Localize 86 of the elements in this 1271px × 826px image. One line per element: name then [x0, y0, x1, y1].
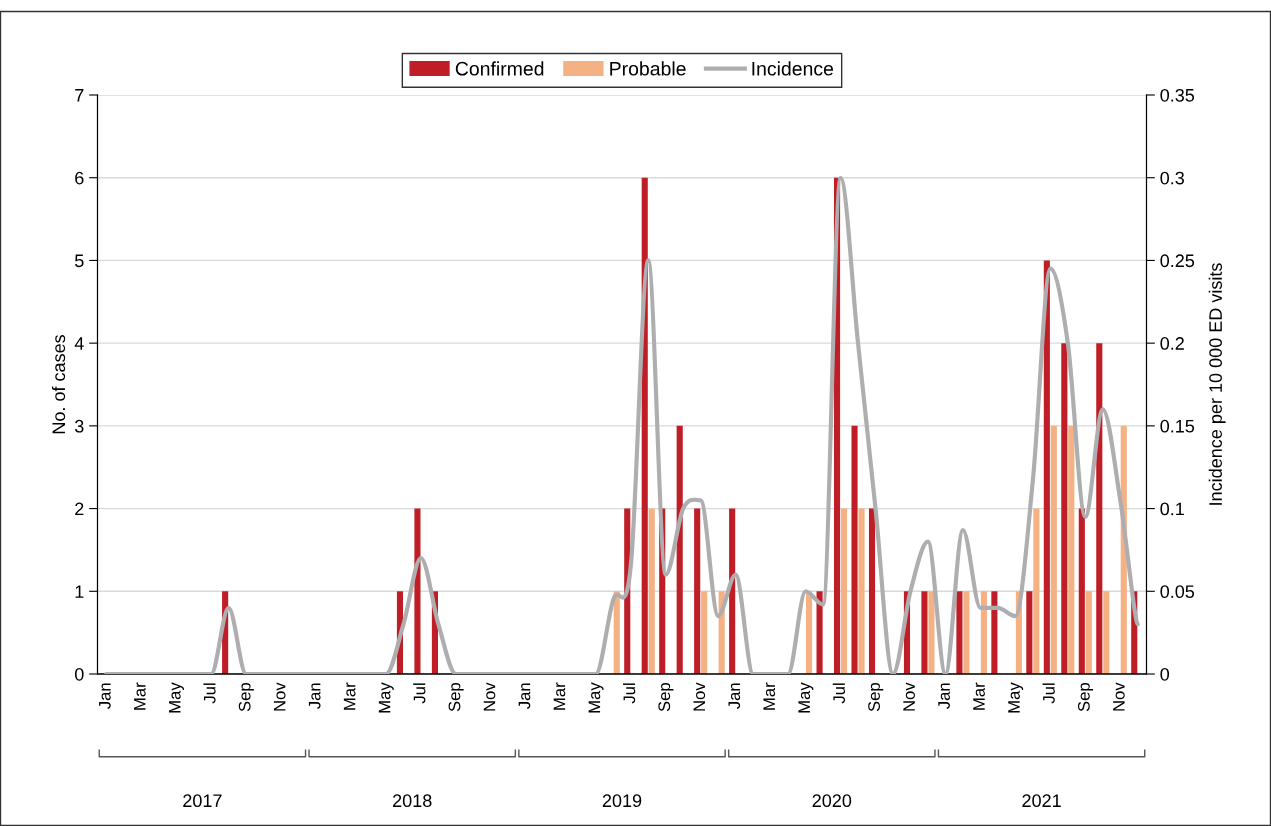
y-tick-label: 3 [74, 419, 84, 433]
x-tick-label: Jul [413, 683, 426, 704]
y-tick-label: 5 [74, 254, 84, 268]
bar [921, 591, 928, 674]
x-tick-label: Nov [903, 682, 915, 711]
y2-axis-title: Incidence per 10 000 ED visits [1208, 263, 1226, 505]
bar [1085, 591, 1092, 674]
text: 2019 [602, 794, 642, 808]
y2-tick-label: 0.15 [1160, 419, 1195, 433]
x-tick-label: Jan [308, 683, 321, 709]
bar [648, 508, 655, 674]
y-tick-label: 0 [74, 667, 84, 681]
x-tick-label: Sep [238, 683, 254, 712]
bar [816, 591, 823, 674]
bar [729, 508, 736, 674]
x-tick-label: Sep [868, 683, 884, 712]
x-tick-label: May [1008, 682, 1024, 713]
bar [806, 591, 813, 674]
bar [991, 591, 998, 674]
legend-label: Incidence [752, 61, 834, 76]
x-tick-label: Mar [343, 682, 356, 710]
bar [1050, 425, 1057, 674]
x-tick-label: Mar [763, 682, 776, 710]
y-tick-label: 1 [75, 585, 84, 598]
x-tick-label: Jul [1042, 683, 1055, 704]
bar [1078, 508, 1085, 674]
y-axis-title: No. of cases [51, 334, 66, 434]
x-tick-label: Mar [973, 682, 985, 710]
y-tick-label: 6 [75, 171, 84, 185]
y-tick-label: 4 [74, 337, 84, 350]
bar [956, 591, 963, 674]
y2-tick-label: 0.1 [1160, 502, 1184, 516]
x-tick-label: Jul [832, 683, 846, 704]
bar [613, 591, 620, 674]
text: 2017 [183, 794, 222, 808]
bar [858, 508, 865, 674]
y2-tick-label: 0.05 [1160, 585, 1195, 599]
bar [676, 425, 683, 674]
bar [414, 508, 421, 674]
bar [868, 508, 876, 674]
x-tick-label: Nov [483, 682, 496, 711]
y-tick-label: 2 [75, 502, 84, 516]
bar [1026, 591, 1033, 674]
x-tick-label: Sep [1077, 683, 1094, 712]
y2-tick-label: 0.3 [1160, 171, 1184, 185]
x-tick-label: Jan [99, 683, 111, 709]
text: 2020 [812, 794, 852, 808]
bar [1043, 260, 1050, 674]
x-tick-label: May [169, 682, 184, 713]
x-tick-label: Sep [448, 683, 464, 712]
bar [701, 591, 708, 674]
x-tick-label: May [798, 682, 814, 713]
bar [840, 508, 848, 674]
bar [1096, 343, 1103, 674]
x-tick-label: May [378, 682, 394, 713]
x-tick-label: Sep [658, 683, 674, 712]
y-tick-label: 7 [75, 89, 84, 102]
x-tick-label: Nov [273, 682, 286, 711]
x-tick-label: Mar [553, 682, 566, 710]
x-tick-label: Jul [622, 683, 636, 704]
x-tick-label: Jan [938, 683, 950, 709]
line-series [104, 175, 1140, 674]
y2-tick-label: 0.35 [1160, 88, 1195, 102]
bar [963, 591, 970, 674]
text: 2021 [1022, 794, 1061, 808]
y2-tick-label: 0.25 [1160, 254, 1195, 268]
legend-label: Confirmed [455, 61, 544, 76]
x-tick-label: Jan [728, 683, 741, 709]
x-tick-label: Jul [203, 683, 216, 704]
x-tick-label: Jan [518, 683, 531, 709]
bar [1103, 591, 1110, 674]
y2-tick-label: 0 [1160, 667, 1170, 681]
x-tick-label: Mar [134, 682, 146, 710]
bar [928, 591, 935, 674]
bar [1061, 343, 1068, 674]
bar [1033, 508, 1040, 674]
legend-label: Probable [610, 61, 686, 76]
x-tick-label: Nov [693, 682, 706, 711]
bar [694, 508, 701, 674]
bar [1068, 425, 1075, 674]
x-tick-label: Nov [1113, 682, 1125, 711]
text: 2018 [393, 794, 432, 808]
x-tick-label: May [588, 682, 604, 713]
y2-tick-label: 0.2 [1160, 337, 1184, 350]
bar [851, 425, 858, 674]
bar [980, 591, 987, 674]
